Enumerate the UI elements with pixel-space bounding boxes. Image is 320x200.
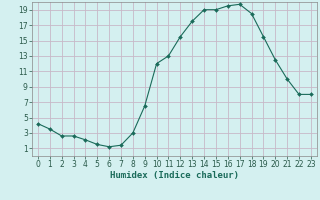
- X-axis label: Humidex (Indice chaleur): Humidex (Indice chaleur): [110, 171, 239, 180]
